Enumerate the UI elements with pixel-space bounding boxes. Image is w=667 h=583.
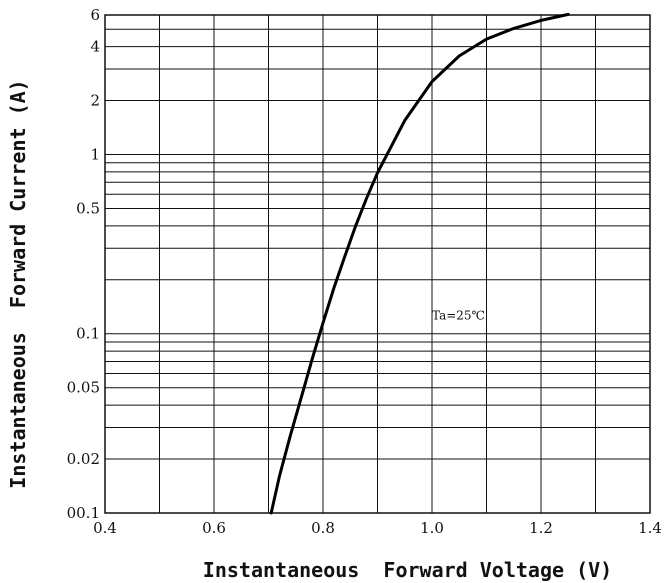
- x-tick-label: 0.4: [93, 519, 117, 537]
- x-axis-ticks: 0.4 0.6 0.8 1.0 1.2 1.4: [93, 519, 662, 537]
- x-tick-label: 1.4: [638, 519, 662, 537]
- y-tick-label: 4: [90, 38, 100, 56]
- y-axis-ticks: 00.1 0.02 0.05 0.1 0.5 1 2 4 6: [67, 6, 100, 522]
- y-tick-label: 0.05: [67, 379, 100, 397]
- annotation-label: Ta=25℃: [432, 309, 485, 323]
- grid: [105, 15, 650, 513]
- y-axis-title: Instantaneous Forward Current (A): [6, 79, 30, 488]
- annotations: Ta=25℃: [432, 309, 485, 323]
- plot-frame: [104, 14, 651, 514]
- x-tick-label: 0.8: [311, 519, 335, 537]
- y-tick-label: 0.1: [76, 325, 100, 343]
- x-tick-label: 1.2: [529, 519, 553, 537]
- series-layer: [269, 12, 570, 515]
- series-line: [269, 12, 570, 515]
- y-tick-label: 0.5: [76, 199, 100, 217]
- x-tick-label: 1.0: [420, 519, 444, 537]
- y-tick-label: 0.02: [67, 450, 100, 468]
- y-tick-label: 1: [90, 145, 100, 163]
- y-tick-label: 2: [90, 92, 100, 110]
- y-tick-label: 6: [90, 6, 100, 24]
- x-tick-label: 0.6: [202, 519, 226, 537]
- y-tick-label: 00.1: [67, 504, 100, 522]
- x-axis-title: Instantaneous Forward Voltage (V): [203, 558, 612, 582]
